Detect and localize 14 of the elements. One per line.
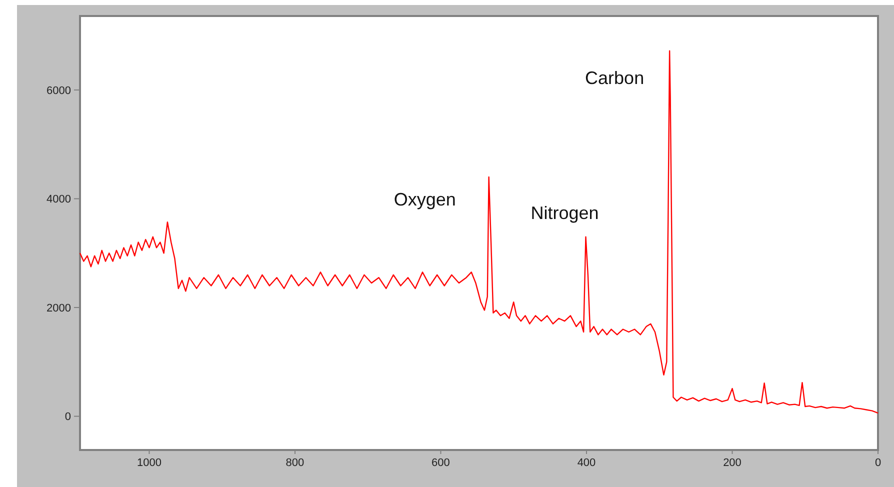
annotation: Nitrogen	[530, 203, 599, 224]
y-tick-label: 4000	[46, 194, 71, 206]
line-series	[79, 50, 879, 414]
annotation: Carbon	[585, 68, 644, 88]
y-tick-label: 0	[64, 411, 71, 424]
x-tick-label: 200	[723, 457, 742, 469]
annotation: Oxygen	[394, 189, 456, 210]
x-tick-label: 1000	[136, 457, 162, 469]
x-tick-label: 400	[577, 457, 596, 469]
y-tick-label: 6000	[46, 84, 71, 97]
y-tick-label: 2000	[46, 302, 71, 314]
x-tick-label: 800	[286, 457, 304, 469]
x-tick-label: 0	[874, 457, 882, 469]
x-tick-label: 600	[432, 457, 450, 469]
